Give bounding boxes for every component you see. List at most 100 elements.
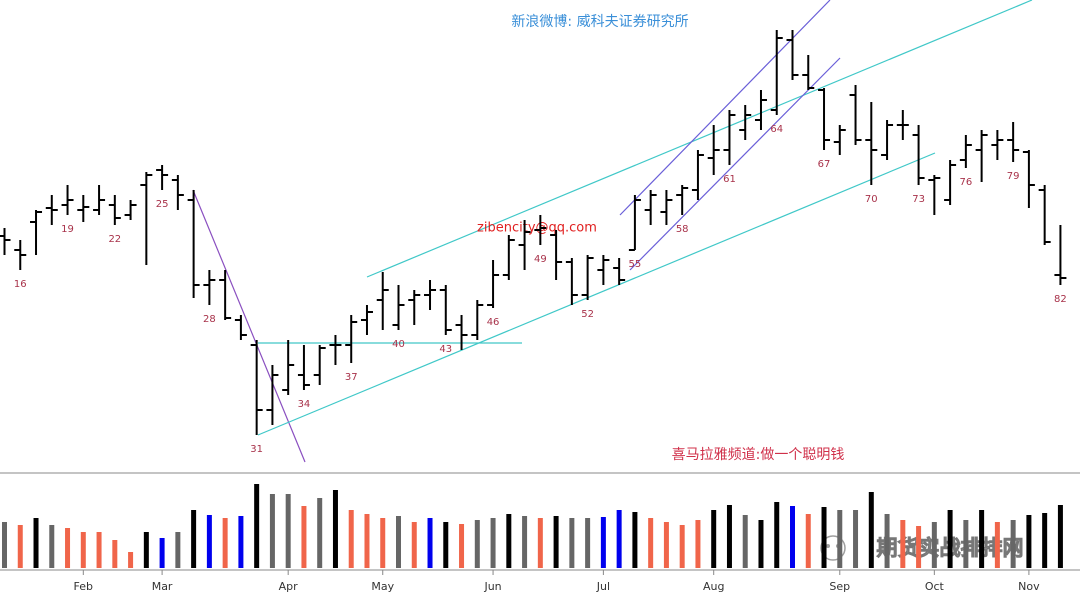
volume-bar [301,506,307,568]
volume-bar [821,507,827,568]
volume-bar [317,498,323,568]
bar-label: 61 [723,174,736,185]
x-tick-label: Sep [829,580,850,593]
x-tick-label: Nov [1018,580,1040,593]
volume-bar [616,510,622,568]
volume-bar [348,510,354,568]
volume-bar [459,524,465,568]
x-tick-label: Jul [596,580,610,593]
volume-bar [411,522,417,568]
x-tick-label: Mar [152,580,173,593]
bar-label: 40 [392,339,405,350]
volume-bar [490,518,496,568]
volume-bar [522,516,528,568]
volume-bar [285,494,291,568]
volume-bar [80,532,86,568]
bar-label: 25 [156,199,169,210]
volume-bar [364,514,370,568]
volume-bar [396,516,401,568]
bar-label: 49 [534,254,547,265]
volume-bar [663,522,669,568]
trend-line [366,0,1033,278]
bar-label: 22 [108,234,121,245]
volume-bar [711,510,717,568]
volume-bar [159,538,165,568]
bar-label: 55 [629,259,642,270]
bar-label: 82 [1054,294,1067,305]
volume-bar [380,518,386,568]
volume-bar [1057,505,1063,568]
volume-bar [1026,515,1032,568]
bar-label: 64 [770,124,783,135]
volume-bar [600,517,606,568]
volume-bar [900,520,906,568]
volume-bar [916,526,922,568]
trend-line [192,189,306,463]
volume-bar [332,490,338,568]
volume-bar [206,515,212,568]
volume-bar [49,525,55,568]
volume-bar [805,514,811,568]
volume-bar [695,520,701,568]
x-tick-label: Oct [925,580,945,593]
bar-label: 73 [912,194,925,205]
volume-bar [853,510,859,568]
bar-label: 37 [345,372,358,383]
volume-bar [537,518,543,568]
volume-bar [112,540,118,568]
bar-label: 43 [439,344,452,355]
volume-bar [474,520,480,568]
volume-bar [947,510,953,568]
volume-bar [238,516,244,568]
bar-label: 16 [14,279,27,290]
volume-bar [222,518,228,568]
volume-bar [553,516,559,568]
bar-label: 52 [581,309,594,320]
volume-bar [128,552,134,568]
volume-bar [632,512,638,568]
volume-bar [585,518,591,568]
volume-bar [884,514,890,568]
volume-bar [427,518,433,568]
trend-line [257,152,936,436]
bar-label: 67 [818,159,831,170]
bar-label: 19 [61,224,74,235]
annotation: zibencity@qq.com [477,221,597,236]
annotation: 喜马拉雅频道:做一个聪明钱 [672,447,845,463]
chart-title: 新浪微博: 威科夫证券研究所 [511,13,688,30]
volume-bar [17,525,23,568]
x-tick-label: Aug [703,580,724,593]
volume-bar [175,532,181,568]
x-tick-label: Jun [483,580,501,593]
trend-line [629,57,841,271]
volume-bar [790,506,795,568]
trend-line [619,0,831,216]
volume-bar [726,505,732,568]
x-tick-label: May [371,580,394,593]
volume-bar [269,494,275,568]
volume-bar [2,522,7,568]
x-tick-label: Apr [279,580,299,593]
volume-bar [648,518,654,568]
bar-label: 34 [298,399,311,410]
volume-bar [837,510,843,568]
volume-bar [443,522,449,568]
volume-bar [758,520,764,568]
volume-bar [994,522,1000,568]
volume-bar [963,520,969,568]
volume-bar [868,492,874,568]
volume-bar [569,518,575,568]
volume-bar [931,522,937,568]
volume-bar [143,532,149,568]
volume-bar [506,514,512,568]
bar-label: 28 [203,314,216,325]
volume-bar [96,532,102,568]
bar-label: 70 [865,194,878,205]
volume-bar [742,515,748,568]
volume-bar [191,510,197,568]
volume-bar [774,502,780,568]
bar-label: 79 [1007,171,1020,182]
volume-bar [1042,513,1048,568]
bar-label: 76 [959,177,972,188]
trend-lines [192,0,1033,463]
